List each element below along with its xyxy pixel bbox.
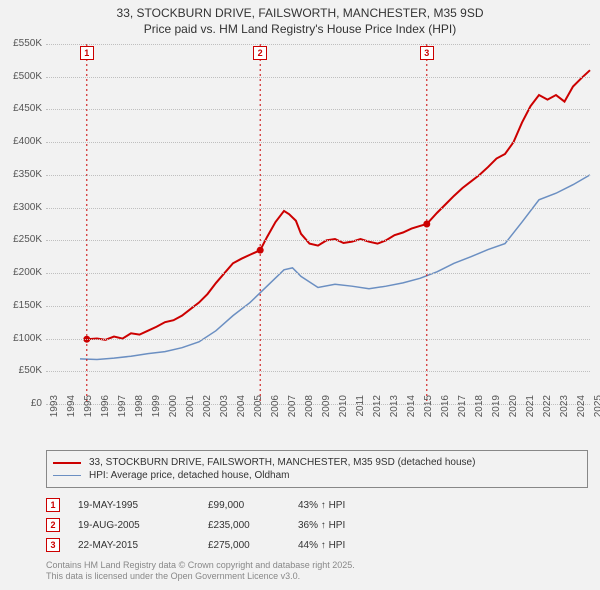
gridline bbox=[46, 208, 590, 209]
sales-table: 1 19-MAY-1995£99,00043% ↑ HPI 2 19-AUG-2005… bbox=[46, 495, 398, 555]
x-axis-label: 2017 bbox=[457, 395, 468, 435]
legend-swatch bbox=[53, 475, 81, 476]
sale-date: 19-MAY-1995 bbox=[78, 500, 208, 511]
sale-pct: 44% ↑ HPI bbox=[298, 540, 398, 551]
x-axis-label: 1995 bbox=[83, 395, 94, 435]
marker-label: 2 bbox=[253, 46, 267, 60]
y-axis-label: £350K bbox=[2, 169, 42, 180]
sale-pct: 36% ↑ HPI bbox=[298, 520, 398, 531]
x-axis-label: 2008 bbox=[304, 395, 315, 435]
x-axis-label: 2004 bbox=[236, 395, 247, 435]
y-axis-label: £450K bbox=[2, 103, 42, 114]
x-axis-label: 2006 bbox=[270, 395, 281, 435]
gridline bbox=[46, 240, 590, 241]
chart-plot-area: £0£50K£100K£150K£200K£250K£300K£350K£400… bbox=[46, 44, 590, 404]
series-line-hpi bbox=[80, 175, 590, 360]
gridline bbox=[46, 142, 590, 143]
title-line1: 33, STOCKBURN DRIVE, FAILSWORTH, MANCHES… bbox=[0, 6, 600, 22]
sale-price: £275,000 bbox=[208, 540, 298, 551]
x-axis-label: 2012 bbox=[372, 395, 383, 435]
gridline bbox=[46, 109, 590, 110]
x-axis-label: 2021 bbox=[525, 395, 536, 435]
marker-label: 3 bbox=[420, 46, 434, 60]
sale-date: 19-AUG-2005 bbox=[78, 520, 208, 531]
gridline bbox=[46, 339, 590, 340]
legend-swatch bbox=[53, 462, 81, 464]
x-axis-label: 2015 bbox=[423, 395, 434, 435]
chart-legend: 33, STOCKBURN DRIVE, FAILSWORTH, MANCHES… bbox=[46, 450, 588, 488]
sale-point bbox=[257, 247, 264, 254]
gridline bbox=[46, 44, 590, 45]
y-axis-label: £250K bbox=[2, 234, 42, 245]
gridline bbox=[46, 306, 590, 307]
legend-item: HPI: Average price, detached house, Oldh… bbox=[53, 470, 581, 481]
sale-price: £235,000 bbox=[208, 520, 298, 531]
x-axis-label: 2014 bbox=[406, 395, 417, 435]
x-axis-label: 2016 bbox=[440, 395, 451, 435]
sale-date: 22-MAY-2015 bbox=[78, 540, 208, 551]
y-axis-label: £300K bbox=[2, 202, 42, 213]
x-axis-label: 2005 bbox=[253, 395, 264, 435]
attribution-line: This data is licensed under the Open Gov… bbox=[46, 571, 355, 582]
legend-item: 33, STOCKBURN DRIVE, FAILSWORTH, MANCHES… bbox=[53, 457, 581, 468]
gridline bbox=[46, 371, 590, 372]
chart-svg bbox=[46, 44, 590, 404]
x-axis-label: 1999 bbox=[151, 395, 162, 435]
y-axis-label: £500K bbox=[2, 71, 42, 82]
legend-label: HPI: Average price, detached house, Oldh… bbox=[89, 470, 290, 481]
x-axis-label: 2024 bbox=[576, 395, 587, 435]
y-axis-label: £150K bbox=[2, 300, 42, 311]
sale-price: £99,000 bbox=[208, 500, 298, 511]
gridline bbox=[46, 273, 590, 274]
x-axis-label: 2020 bbox=[508, 395, 519, 435]
attribution: Contains HM Land Registry data © Crown c… bbox=[46, 560, 355, 583]
x-axis-label: 2019 bbox=[491, 395, 502, 435]
x-axis-label: 1994 bbox=[66, 395, 77, 435]
x-axis-label: 2000 bbox=[168, 395, 179, 435]
y-axis-label: £100K bbox=[2, 333, 42, 344]
x-axis-label: 2025 bbox=[593, 395, 600, 435]
y-axis-label: £0 bbox=[2, 398, 42, 409]
x-axis-label: 2023 bbox=[559, 395, 570, 435]
x-axis-label: 2003 bbox=[219, 395, 230, 435]
sale-marker: 3 bbox=[46, 538, 60, 552]
sale-row: 1 19-MAY-1995£99,00043% ↑ HPI bbox=[46, 495, 398, 515]
marker-label: 1 bbox=[80, 46, 94, 60]
y-axis-label: £400K bbox=[2, 136, 42, 147]
y-axis-label: £50K bbox=[2, 365, 42, 376]
x-axis-label: 1997 bbox=[117, 395, 128, 435]
sale-marker: 2 bbox=[46, 518, 60, 532]
y-axis-label: £200K bbox=[2, 267, 42, 278]
x-axis-label: 2022 bbox=[542, 395, 553, 435]
gridline bbox=[46, 175, 590, 176]
title-line2: Price paid vs. HM Land Registry's House … bbox=[0, 22, 600, 38]
chart-title: 33, STOCKBURN DRIVE, FAILSWORTH, MANCHES… bbox=[0, 0, 600, 37]
x-axis-label: 2007 bbox=[287, 395, 298, 435]
series-line-price_paid bbox=[87, 70, 590, 340]
sale-pct: 43% ↑ HPI bbox=[298, 500, 398, 511]
sale-point bbox=[423, 221, 430, 228]
sale-row: 2 19-AUG-2005£235,00036% ↑ HPI bbox=[46, 515, 398, 535]
x-axis-label: 2013 bbox=[389, 395, 400, 435]
x-axis-label: 1993 bbox=[49, 395, 60, 435]
x-axis-label: 2001 bbox=[185, 395, 196, 435]
y-axis-label: £550K bbox=[2, 38, 42, 49]
x-axis-label: 2011 bbox=[355, 395, 366, 435]
x-axis-label: 2018 bbox=[474, 395, 485, 435]
x-axis-label: 1996 bbox=[100, 395, 111, 435]
gridline bbox=[46, 77, 590, 78]
sale-row: 3 22-MAY-2015£275,00044% ↑ HPI bbox=[46, 535, 398, 555]
x-axis-label: 2010 bbox=[338, 395, 349, 435]
legend-label: 33, STOCKBURN DRIVE, FAILSWORTH, MANCHES… bbox=[89, 457, 475, 468]
attribution-line: Contains HM Land Registry data © Crown c… bbox=[46, 560, 355, 571]
sale-marker: 1 bbox=[46, 498, 60, 512]
x-axis-label: 1998 bbox=[134, 395, 145, 435]
x-axis-label: 2009 bbox=[321, 395, 332, 435]
x-axis-label: 2002 bbox=[202, 395, 213, 435]
